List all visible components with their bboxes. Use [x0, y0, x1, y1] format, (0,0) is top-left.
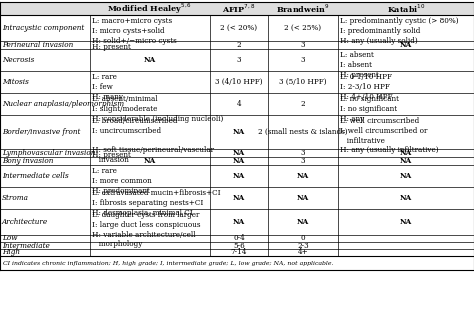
- Text: L: broad/circumscribed
I: uncircumscribed

H: soft tissue/perineural/vascular
  : L: broad/circumscribed I: uncircumscribe…: [92, 117, 214, 164]
- Text: 0-4: 0-4: [233, 234, 245, 242]
- Text: 2 (< 25%): 2 (< 25%): [284, 24, 321, 32]
- Text: NA: NA: [233, 128, 245, 136]
- Text: NA: NA: [233, 172, 245, 180]
- Text: AFIP$^{7,8}$: AFIP$^{7,8}$: [222, 2, 255, 15]
- Text: Border/invasive front: Border/invasive front: [2, 128, 81, 136]
- Text: Katabi$^{10}$: Katabi$^{10}$: [387, 2, 425, 15]
- Text: L: absent
I: absent
H: present: L: absent I: absent H: present: [340, 51, 379, 79]
- Text: NA: NA: [233, 194, 245, 202]
- Text: NA: NA: [233, 157, 245, 165]
- Text: 3: 3: [301, 157, 305, 165]
- Text: H: present: H: present: [92, 151, 131, 159]
- Text: L: macro+micro cysts
I: micro cysts+solid
H: solid+/−micro cysts: L: macro+micro cysts I: micro cysts+soli…: [92, 17, 177, 45]
- Text: Intermediate cells: Intermediate cells: [2, 172, 69, 180]
- Text: NA: NA: [400, 194, 412, 202]
- Text: High: High: [2, 248, 20, 257]
- Text: NA: NA: [400, 172, 412, 180]
- Text: L: well circumscribed
I: well circumscribed or
   infiltrative
H: any (usually i: L: well circumscribed I: well circumscri…: [340, 117, 438, 155]
- Text: 3: 3: [301, 41, 305, 49]
- Text: L: predominantly cystic (> 80%)
I: predominantly solid
H: any (usually solid): L: predominantly cystic (> 80%) I: predo…: [340, 17, 459, 45]
- Text: 3 (4/10 HPF): 3 (4/10 HPF): [215, 78, 263, 86]
- Text: Bony invasion: Bony invasion: [2, 157, 54, 165]
- Text: NA: NA: [297, 218, 309, 226]
- Text: Intracystic component: Intracystic component: [2, 24, 84, 32]
- Text: Low: Low: [2, 234, 18, 242]
- Text: Stroma: Stroma: [2, 194, 29, 202]
- Text: H: present: H: present: [92, 43, 131, 51]
- Text: NA: NA: [233, 218, 245, 226]
- Text: 4: 4: [237, 100, 241, 108]
- Text: L: absent/minimal
I: slight/moderate
H: considerable (including nucleoli): L: absent/minimal I: slight/moderate H: …: [92, 95, 223, 123]
- Text: Architecture: Architecture: [2, 218, 48, 226]
- Text: NA: NA: [400, 218, 412, 226]
- Text: 3: 3: [301, 149, 305, 157]
- Text: Nuclear anaplasia/pleomorphism: Nuclear anaplasia/pleomorphism: [2, 100, 124, 108]
- Text: L: daughter cysts from larger
I: large duct less conspicuous
H: variable archite: L: daughter cysts from larger I: large d…: [92, 211, 201, 248]
- Text: 3 (5/10 HPF): 3 (5/10 HPF): [279, 78, 327, 86]
- Text: NA: NA: [400, 149, 412, 157]
- Text: 4+: 4+: [298, 248, 309, 257]
- Text: 2-3: 2-3: [297, 241, 309, 250]
- Text: 2: 2: [237, 41, 241, 49]
- Text: 3: 3: [301, 56, 305, 64]
- Text: NA: NA: [144, 56, 156, 64]
- Text: Necrosis: Necrosis: [2, 56, 35, 64]
- Text: Brandwein$^{9}$: Brandwein$^{9}$: [276, 2, 330, 15]
- Text: L: 0-1/10 HPF
I: 2-3/10 HPF
H: 4+/10 HPF: L: 0-1/10 HPF I: 2-3/10 HPF H: 4+/10 HPF: [340, 73, 392, 100]
- Bar: [0, 2, 474, 15]
- Text: 3: 3: [237, 56, 241, 64]
- Text: NA: NA: [144, 157, 156, 165]
- Text: L: rare
I: few
H: many: L: rare I: few H: many: [92, 73, 123, 100]
- Text: Intermediate: Intermediate: [2, 241, 50, 250]
- Text: Perineural invasion: Perineural invasion: [2, 41, 73, 49]
- Text: 2 (small nests & islands): 2 (small nests & islands): [258, 128, 348, 136]
- Text: 7-14: 7-14: [231, 248, 247, 257]
- Text: L: extravasated mucin+fibrosis+CI
I: fibrosis separating nests+CI
H: desmoplasia: L: extravasated mucin+fibrosis+CI I: fib…: [92, 189, 220, 216]
- Text: 0: 0: [301, 234, 305, 242]
- Text: Lymphovascular invasion: Lymphovascular invasion: [2, 149, 95, 157]
- Text: CI indicates chronic inflammation; H, high grade; I, intermediate grade; L, low : CI indicates chronic inflammation; H, hi…: [3, 260, 334, 265]
- Text: NA: NA: [297, 172, 309, 180]
- Text: 5-6: 5-6: [233, 241, 245, 250]
- Text: NA: NA: [297, 194, 309, 202]
- Text: NA: NA: [233, 149, 245, 157]
- Text: L: no significant
I: no significant
H: any: L: no significant I: no significant H: a…: [340, 95, 399, 123]
- Text: NA: NA: [400, 41, 412, 49]
- Text: Mitosis: Mitosis: [2, 78, 29, 86]
- Text: L: rare
I: more common
H: predominant: L: rare I: more common H: predominant: [92, 167, 152, 195]
- Text: 2: 2: [301, 100, 305, 108]
- Text: 2 (< 20%): 2 (< 20%): [220, 24, 257, 32]
- Text: NA: NA: [400, 157, 412, 165]
- Text: Modified Healey$^{5,6}$: Modified Healey$^{5,6}$: [108, 1, 192, 16]
